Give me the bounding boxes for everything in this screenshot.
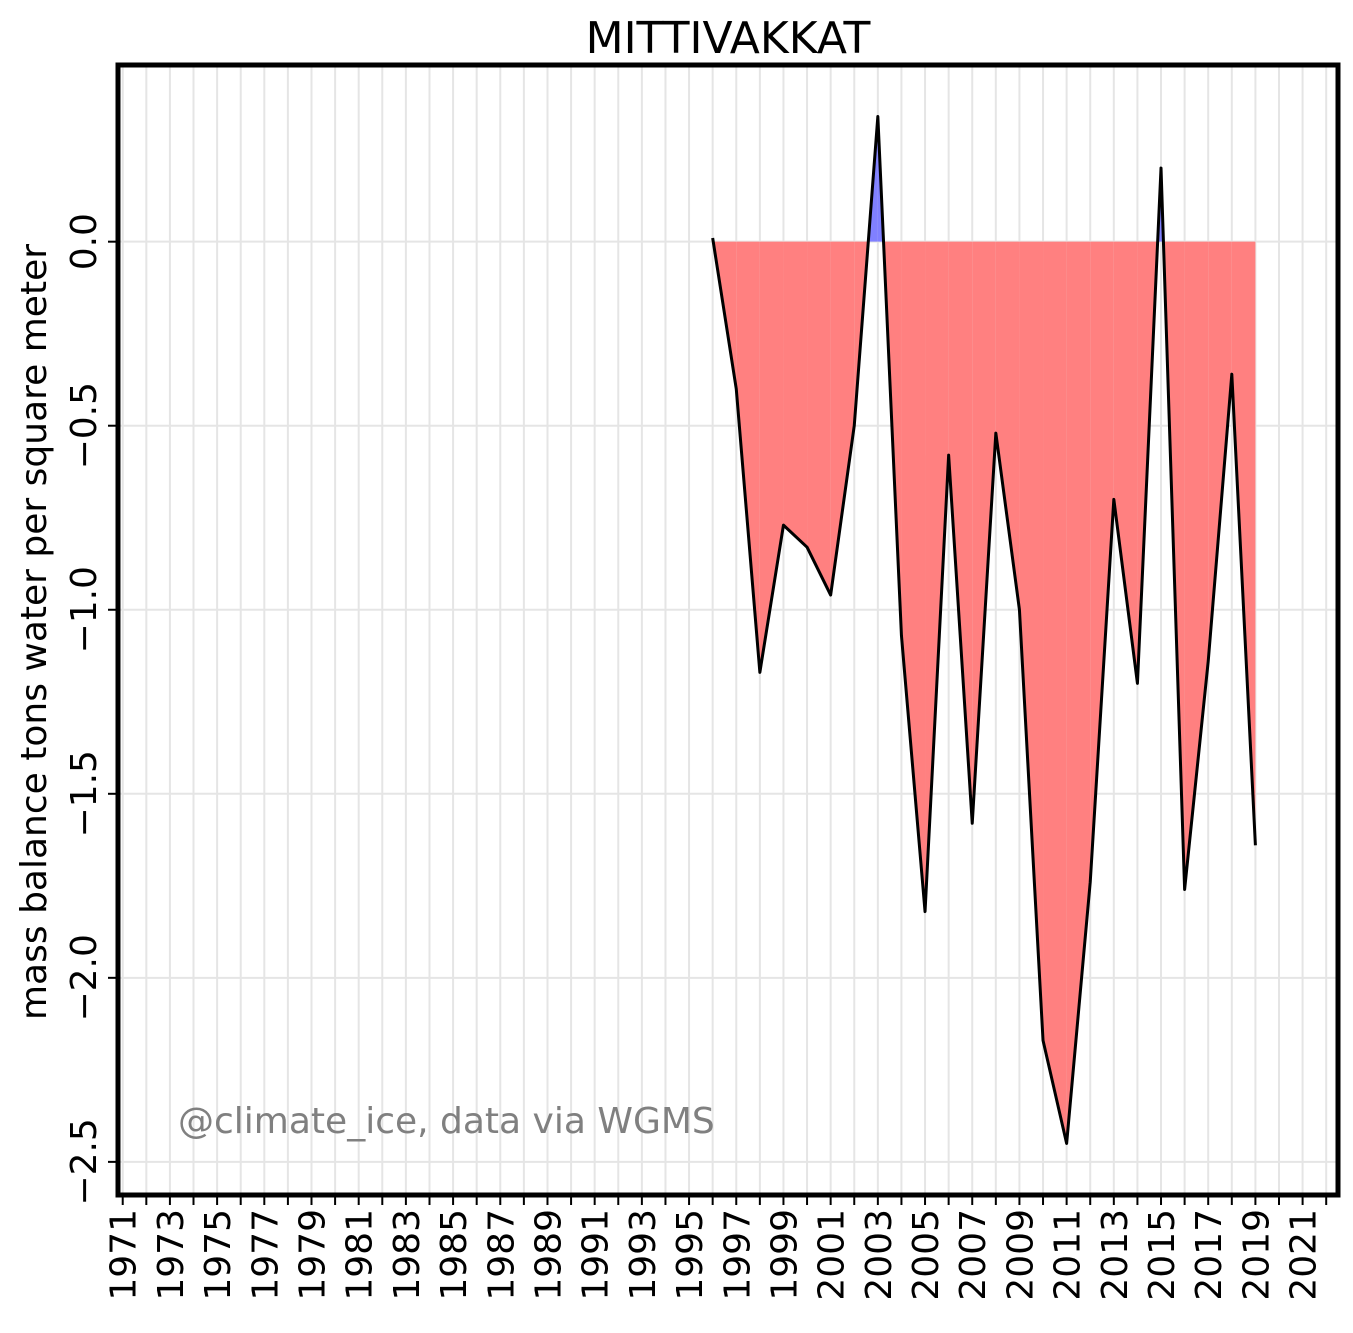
negative-area [830,241,855,596]
y-axis-ticks: 0.0 −0.5 −1.0 −1.5 −2.0 −2.5 [64,213,118,1206]
series-line [711,115,1257,1145]
negative-area [736,241,760,673]
x-tick-label: 2007 [953,1209,994,1301]
negative-area [972,241,996,824]
negative-area [925,241,949,912]
negative-area [1208,241,1232,662]
y-tick-label: −2.0 [64,934,105,1021]
x-tick-label: 1999 [764,1209,805,1301]
credit-text: @climate_ice, data via WGMS [178,1101,715,1142]
grid-lines [118,65,1338,1195]
x-tick-label: 2001 [812,1209,853,1301]
negative-area [1043,241,1067,1144]
chart-title: MITTIVAKKAT [586,13,871,64]
x-tick-label: 2013 [1095,1209,1136,1301]
x-tick-label: 1995 [670,1209,711,1301]
negative-area [995,241,1020,610]
x-tick-label: 1979 [293,1209,334,1301]
x-tick-label: 2015 [1142,1209,1183,1301]
x-tick-label: 1973 [151,1209,192,1301]
negative-area [901,241,926,912]
x-tick-label: 2009 [1000,1209,1041,1301]
y-axis-label: mass balance tons water per square meter [14,244,55,1020]
x-tick-label: 2019 [1236,1209,1277,1301]
y-tick-label: −1.0 [64,566,105,653]
y-tick-label: 0.0 [64,213,105,270]
x-tick-label: 1997 [717,1209,758,1301]
x-tick-label: 1991 [576,1209,617,1301]
plot-frame [115,62,1341,1198]
negative-area [807,241,831,596]
negative-area [948,241,973,824]
x-tick-label: 1989 [528,1209,569,1301]
x-tick-label: 2011 [1048,1209,1089,1301]
y-tick-label: −2.5 [64,1118,105,1205]
y-tick-label: −1.5 [64,750,105,837]
negative-area [1231,241,1256,846]
x-tick-label: 1977 [245,1209,286,1301]
negative-area [1184,241,1209,890]
x-tick-label: 1993 [623,1209,664,1301]
x-tick-label: 1981 [340,1209,381,1301]
negative-area [759,241,784,673]
x-tick-label: 1987 [481,1209,522,1301]
x-tick-label: 2005 [906,1209,947,1301]
x-tick-label: 2017 [1189,1209,1230,1301]
mass-balance-line [711,115,1257,1145]
x-tick-label: 2003 [859,1209,900,1301]
negative-area [1019,241,1044,1041]
negative-area [1113,241,1138,684]
negative-area [1090,241,1114,883]
x-tick-label: 1985 [434,1209,475,1301]
y-tick-label: −0.5 [64,382,105,469]
x-tick-label: 1983 [387,1209,428,1301]
x-tick-label: 1971 [104,1209,145,1301]
x-tick-label: 1975 [198,1209,239,1301]
x-tick-label: 2021 [1284,1209,1325,1301]
negative-area [783,241,808,548]
x-axis-ticks: 1971 1973 1975 1977 1979 1981 1983 1985 1987 1989… [104,1195,1328,1301]
negative-area [1066,241,1091,1144]
